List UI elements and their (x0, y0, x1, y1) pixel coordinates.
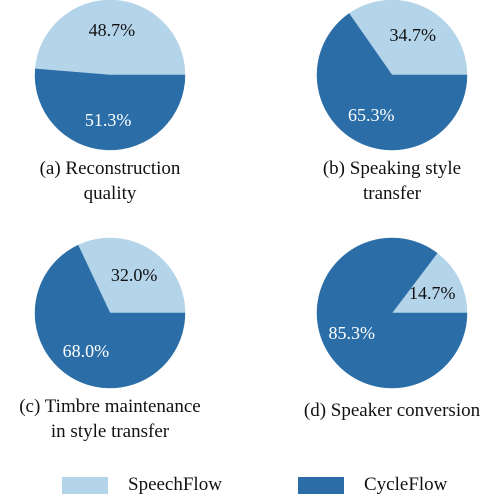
pie-a-label-speechflow: 48.7% (89, 20, 136, 40)
legend-swatch-cycleflow (298, 476, 344, 494)
legend-item-speechflow: SpeechFlow (62, 474, 222, 496)
caption-b: (b) Speaking style transfer (272, 156, 499, 206)
pie-a-slice-speechflow (34, 0, 186, 76)
pie-a-label-cycleflow: 51.3% (85, 110, 132, 130)
pie-b-slice-speechflow (348, 0, 468, 76)
pie-c-label-cycleflow: 68.0% (63, 341, 110, 361)
caption-a: (a) Reconstruction quality (0, 156, 230, 206)
pie-d-slice-speechflow (391, 252, 468, 314)
legend-item-cycleflow: CycleFlow (298, 474, 447, 496)
caption-c-line-2: in style transfer (50, 421, 170, 442)
caption-a-line-1: (a) Reconstruction (39, 158, 181, 179)
caption-c: (c) Timbre maintenance in style transfer (0, 394, 230, 444)
pie-b-label-cycleflow: 65.3% (348, 105, 395, 125)
pie-d-label-cycleflow: 85.3% (328, 323, 375, 343)
caption-d: (d) Speaker conversion (272, 398, 499, 423)
pie-c-label-speechflow: 32.0% (111, 265, 158, 285)
pie-c-slice-speechflow (77, 237, 186, 314)
legend-swatch-speechflow (62, 476, 108, 494)
pie-b-label-speechflow: 34.7% (390, 25, 437, 45)
caption-d-line-1: (d) Speaker conversion (303, 400, 481, 421)
pie-b-slice-cycleflow (316, 13, 468, 151)
pie-a-slice-cycleflow (34, 68, 186, 151)
caption-c-line-1: (c) Timbre maintenance (19, 396, 201, 417)
caption-b-line-2: transfer (362, 183, 422, 204)
pie-c-slice-cycleflow (34, 244, 186, 389)
pie-d-label-speechflow: 14.7% (409, 283, 456, 303)
caption-a-line-2: quality (83, 183, 137, 204)
pie-d-slice-cycleflow (316, 237, 468, 389)
legend-label-speechflow: SpeechFlow (128, 474, 222, 495)
caption-b-line-1: (b) Speaking style (322, 158, 462, 179)
legend-label-cycleflow: CycleFlow (364, 474, 448, 495)
